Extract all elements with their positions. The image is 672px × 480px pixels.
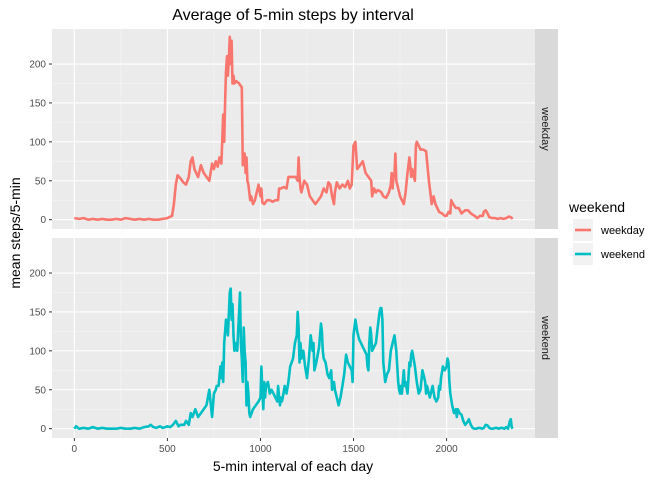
y-tick-label: 100 xyxy=(29,346,46,357)
legend-label-weekday: weekday xyxy=(600,225,645,237)
x-tick-label: 2000 xyxy=(435,444,458,455)
panel-weekday: weekday xyxy=(52,29,558,229)
x-tick-label: 1500 xyxy=(342,444,365,455)
facet-strip-weekday xyxy=(535,29,558,229)
y-tick-label: 50 xyxy=(35,176,47,187)
panel-weekend: weekend xyxy=(52,238,558,438)
y-tick-label: 50 xyxy=(35,385,47,396)
y-tick-label: 150 xyxy=(29,98,46,109)
y-tick-label: 100 xyxy=(29,137,46,148)
y-axis-label: mean steps/5-min xyxy=(7,177,23,288)
y-tick-label: 200 xyxy=(29,269,46,280)
x-tick-label: 0 xyxy=(72,444,78,455)
panel-grid xyxy=(52,238,535,438)
legend-title: weekend xyxy=(568,199,625,215)
chart-title: Average of 5-min steps by interval xyxy=(172,7,414,24)
y-tick-label: 200 xyxy=(29,60,46,71)
panel-background xyxy=(52,238,535,438)
x-tick-label: 1000 xyxy=(249,444,272,455)
facet-strip-weekend xyxy=(535,238,558,438)
x-tick-label: 500 xyxy=(159,444,176,455)
legend: weekend weekday weekend xyxy=(568,199,645,265)
facet-label-weekday: weekday xyxy=(539,106,551,151)
weekend-series-line xyxy=(73,287,514,430)
facet-label-weekend: weekend xyxy=(539,315,551,360)
x-axis-label: 5-min interval of each day xyxy=(213,458,373,474)
y-tick-label: 150 xyxy=(29,307,46,318)
y-tick-label: 0 xyxy=(40,215,46,226)
panel-background xyxy=(52,29,535,229)
panel-grid xyxy=(52,29,535,229)
legend-label-weekend: weekend xyxy=(600,249,645,261)
y-tick-label: 0 xyxy=(40,424,46,435)
weekday-series-line xyxy=(74,35,514,221)
